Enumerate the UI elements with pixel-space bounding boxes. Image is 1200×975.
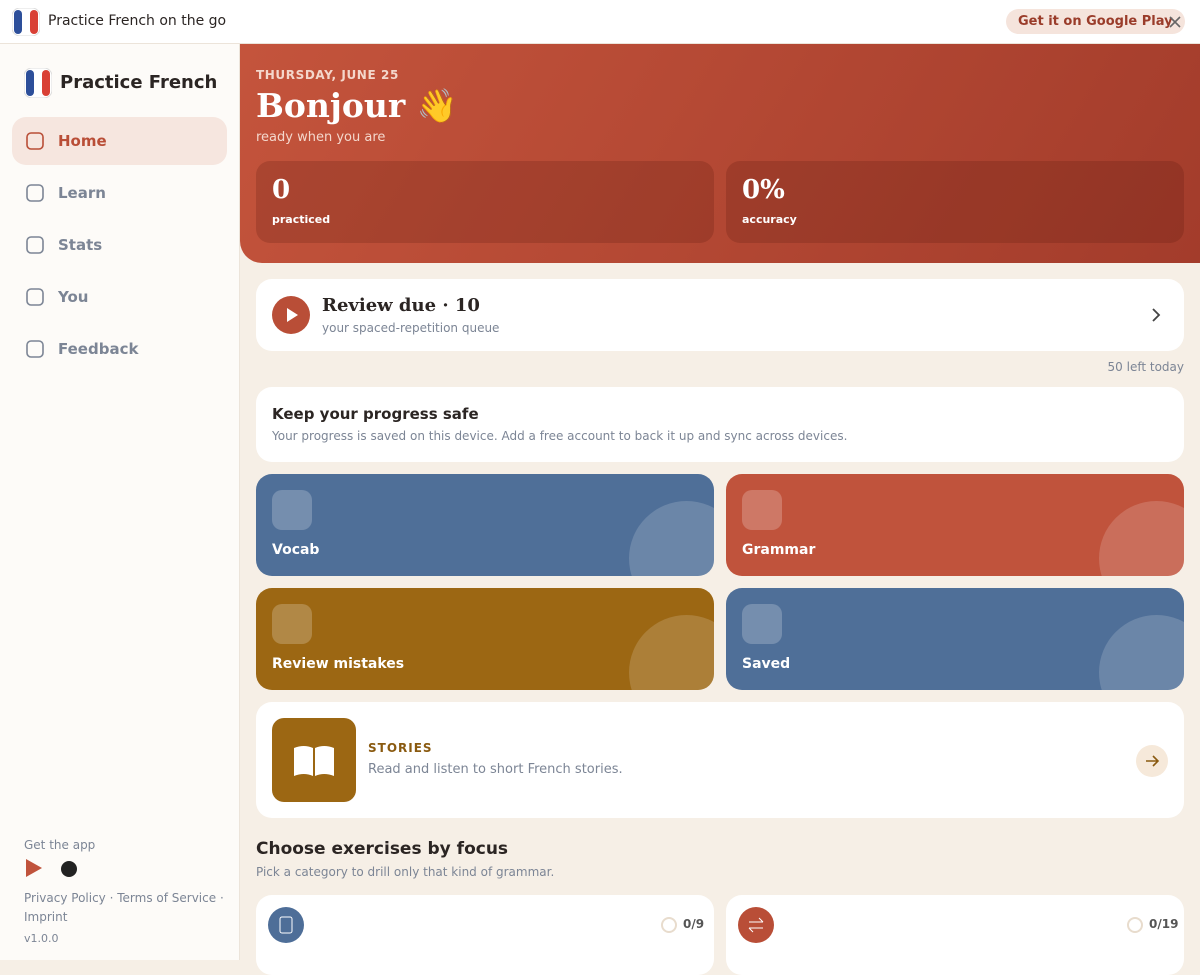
tile-bubble <box>1099 501 1184 576</box>
progress: 0/19 <box>1149 917 1179 931</box>
progress: 0/9 <box>683 917 705 931</box>
tile[interactable]: Saved <box>726 588 1184 690</box>
stat-value: 0% <box>742 175 785 205</box>
tile-bubble <box>1099 615 1184 690</box>
nav-item[interactable]: You <box>12 273 227 321</box>
logo <box>12 8 40 36</box>
stories-text: Read and listen to short French stories. <box>368 762 623 777</box>
brand-name: Practice French <box>60 72 218 93</box>
play-icon <box>272 296 310 334</box>
top-title: Practice French on the go <box>48 13 227 29</box>
notice-title: Keep your progress safe <box>272 405 479 423</box>
sidebar: Practice French Get the app Privacy Poli… <box>0 44 240 960</box>
focus-card[interactable]: 0/19 <box>726 895 1184 975</box>
hero: THURSDAY, JUNE 25 Bonjour 👋 ready when y… <box>240 44 1200 263</box>
progress-ring <box>661 917 677 933</box>
stat-label: accuracy <box>742 213 797 226</box>
chevron <box>1152 308 1161 322</box>
nav-icon <box>26 184 44 202</box>
stories-card[interactable]: STORIES Read and listen to short French … <box>256 702 1184 818</box>
version: v1.0.0 <box>24 932 59 945</box>
tile-label: Vocab <box>272 542 320 558</box>
imprint-link[interactable]: Imprint <box>24 910 68 924</box>
review-subtitle: your spaced-repetition queue <box>322 321 500 335</box>
stories-title: STORIES <box>368 741 433 755</box>
get-app-heading: Get the app <box>24 838 96 852</box>
nav-label: Stats <box>58 236 103 254</box>
stat-value: 0 <box>272 175 291 205</box>
date: THURSDAY, JUNE 25 <box>256 68 399 82</box>
nav-icon <box>26 236 44 254</box>
top-bar: Practice French on the go Get it on Goog… <box>0 0 1200 44</box>
focus-title: Choose exercises by focus <box>256 839 509 859</box>
review-title: Review due · 10 <box>322 295 480 316</box>
remaining: 50 left today <box>1107 360 1184 374</box>
focus-card[interactable]: 0/9 <box>256 895 714 975</box>
tile-icon <box>272 490 312 530</box>
greeting: Bonjour 👋 <box>256 86 458 125</box>
progress-ring <box>1127 917 1143 933</box>
nav-icon <box>26 340 44 358</box>
nav-label: Feedback <box>58 340 139 358</box>
nav-item[interactable]: Home <box>12 117 227 165</box>
tile-icon <box>272 604 312 644</box>
nav-item[interactable]: Learn <box>12 169 227 217</box>
tile-icon <box>742 490 782 530</box>
privacy-link[interactable]: Privacy Policy <box>24 891 117 905</box>
tile-icon <box>742 604 782 644</box>
close-button[interactable] <box>1168 15 1182 29</box>
google-play-button[interactable]: Get it on Google Play <box>1006 9 1185 34</box>
notice-card: Keep your progress safe Your progress is… <box>256 387 1184 462</box>
nav-label: You <box>58 288 89 306</box>
stat-card: 0 practiced <box>256 161 714 243</box>
nav-icon <box>26 132 44 150</box>
hero-subtitle: ready when you are <box>256 130 386 145</box>
brand-logo <box>24 68 52 98</box>
tile[interactable]: Review mistakes <box>256 588 714 690</box>
tile-label: Grammar <box>742 542 816 558</box>
focus-subtitle: Pick a category to drill only that kind … <box>256 865 555 879</box>
tile[interactable]: Vocab <box>256 474 714 576</box>
stat-label: practiced <box>272 213 331 226</box>
nav-label: Home <box>58 132 107 150</box>
stories-icon <box>272 718 356 802</box>
tile[interactable]: Grammar <box>726 474 1184 576</box>
tile-label: Review mistakes <box>272 656 405 672</box>
nav-icon <box>26 288 44 306</box>
terms-link[interactable]: Terms of Service <box>117 891 224 905</box>
arrow-button <box>1136 745 1168 777</box>
focus-icon <box>268 907 304 943</box>
nav-item[interactable]: Feedback <box>12 325 227 373</box>
stat-card: 0% accuracy <box>726 161 1184 243</box>
tile-bubble <box>629 615 714 690</box>
nav-item[interactable]: Stats <box>12 221 227 269</box>
sidebar-footer: Get the app Privacy PolicyTerms of Servi… <box>24 836 224 948</box>
nav-label: Learn <box>58 184 106 202</box>
store-icons <box>26 859 77 877</box>
review-card[interactable]: Review due · 10 your spaced-repetition q… <box>256 279 1184 351</box>
notice-text: Your progress is saved on this device. A… <box>272 429 848 443</box>
tile-label: Saved <box>742 656 791 672</box>
focus-icon <box>738 907 774 943</box>
tile-bubble <box>629 501 714 576</box>
